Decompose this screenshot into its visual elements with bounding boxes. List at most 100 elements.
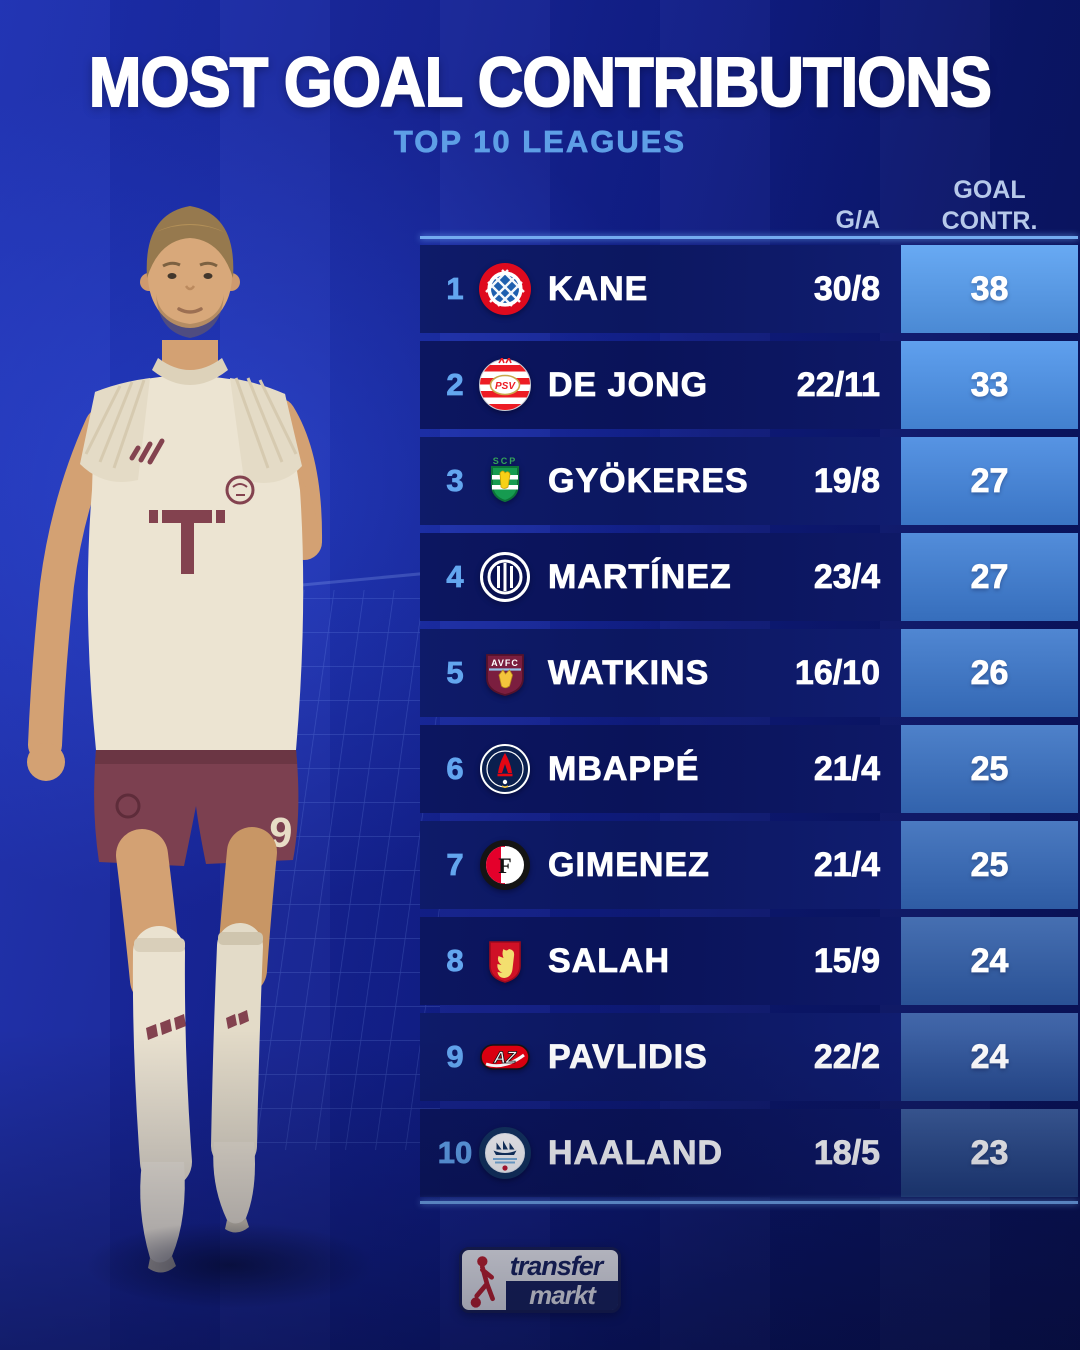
transfermarkt-player-icon	[470, 1256, 495, 1308]
goal-contr-header-line2: CONTR.	[941, 207, 1038, 235]
table-row: 5 WATKINS 16/10 26	[420, 629, 1078, 717]
goal-contr-cell: 23	[901, 1109, 1078, 1197]
liverpool-badge-icon	[478, 934, 532, 988]
goal-contr-cell: 24	[901, 917, 1078, 1005]
row-main: 8 SALAH 15/9	[420, 917, 901, 1005]
goal-contr-value: 33	[970, 365, 1009, 404]
row-main: 5 WATKINS 16/10	[420, 629, 901, 717]
feyenoord-badge-icon	[478, 838, 532, 892]
column-header-goal-contr: GOAL CONTR.	[901, 175, 1078, 237]
player-name: PAVLIDIS	[548, 1013, 708, 1101]
goal-contr-cell: 24	[901, 1013, 1078, 1101]
rank-label: 4	[446, 559, 464, 595]
ga-value: 23/4	[813, 557, 880, 596]
ga-value: 21/4	[813, 749, 880, 788]
inter-milan-badge-icon	[478, 550, 532, 604]
sporting-cp-badge-icon	[478, 454, 532, 508]
rank-label: 5	[446, 655, 464, 691]
row-main: 6 MBAPPÉ 21/4	[420, 725, 901, 813]
rank-label: 2	[446, 367, 464, 403]
goal-contr-cell: 27	[901, 533, 1078, 621]
player-name: HAALAND	[548, 1109, 723, 1197]
player-name: DE JONG	[548, 365, 709, 404]
transfermarkt-word-transfer: transfer	[510, 1251, 604, 1282]
ga-value: 22/2	[813, 1013, 880, 1101]
player-name: KANE	[548, 269, 649, 308]
rank-label: 6	[446, 751, 464, 787]
player-photo-illustration: 9	[27, 206, 440, 1273]
table-row: 1 KANE 30/8 38	[420, 245, 1078, 333]
bottom-vignette	[0, 1030, 1080, 1350]
table-row: 4 MARTÍNEZ 23/4 27	[420, 533, 1078, 621]
goal-contr-cell: 25	[901, 821, 1078, 909]
player-name: GYÖKERES	[548, 461, 749, 500]
transfermarkt-logo: transfer markt	[459, 1247, 621, 1313]
page-subtitle: TOP 10 LEAGUES	[393, 124, 687, 160]
goal-contr-cell: 27	[901, 437, 1078, 525]
player-name: WATKINS	[548, 653, 710, 692]
ga-value: 22/11	[796, 365, 880, 404]
goal-contr-value: 38	[970, 269, 1009, 308]
ga-value: 19/8	[813, 461, 880, 500]
table-row: 7 GIMENEZ 21/4 25	[420, 821, 1078, 909]
transfermarkt-word-markt: markt	[529, 1280, 596, 1311]
ga-value: 30/8	[813, 269, 880, 308]
adidas-logo	[129, 438, 165, 465]
rank-label: 8	[446, 943, 464, 979]
player-name: SALAH	[548, 941, 671, 980]
player-figure: 9	[27, 206, 323, 1273]
table-row: 10 HAALAND 18/5 23	[420, 1109, 1078, 1197]
ga-value: 21/4	[813, 845, 880, 884]
table-top-divider	[420, 236, 1078, 239]
row-main: 2 DE JONG 22/11	[420, 341, 901, 429]
player-name: GIMENEZ	[548, 845, 710, 884]
page-title: MOST GOAL CONTRIBUTIONS	[88, 42, 993, 122]
rank-label: 1	[446, 271, 464, 307]
table-bottom-divider	[420, 1201, 1078, 1204]
row-main: 10 HAALAND 18/5	[420, 1109, 901, 1197]
bayern-crest-outline	[225, 475, 255, 505]
ga-value: 15/9	[813, 941, 880, 980]
rank-label: 9	[426, 1013, 484, 1101]
goal-contr-value: 25	[970, 749, 1009, 788]
goal-contr-value: 24	[970, 941, 1009, 980]
goal-contr-value: 27	[970, 557, 1009, 596]
row-main: 4 MARTÍNEZ 23/4	[420, 533, 901, 621]
rank-label: 10	[426, 1109, 484, 1197]
table-row: 9 PAVLIDIS 22/2 24	[420, 1013, 1078, 1101]
aston-villa-badge-icon	[478, 646, 532, 700]
row-main: 3 GYÖKERES 19/8	[420, 437, 901, 525]
table-row: 8 SALAH 15/9 24	[420, 917, 1078, 1005]
row-main: 7 GIMENEZ 21/4	[420, 821, 901, 909]
goal-contr-value: 25	[970, 845, 1009, 884]
table-row: 2 DE JONG 22/11 33	[420, 341, 1078, 429]
goal-contr-value: 26	[970, 653, 1009, 692]
goal-contr-cell: 26	[901, 629, 1078, 717]
goal-contr-value: 23	[970, 1133, 1009, 1173]
goal-contr-cell: 25	[901, 725, 1078, 813]
transfermarkt-logo-top: transfer	[496, 1251, 616, 1281]
table-row: 6 MBAPPÉ 21/4 25	[420, 725, 1078, 813]
goal-contr-header-line1: GOAL	[953, 176, 1026, 204]
player-name: MBAPPÉ	[548, 749, 700, 788]
ga-value: 16/10	[794, 653, 881, 692]
ga-value: 18/5	[813, 1109, 880, 1197]
column-header-ga: G/A	[835, 206, 880, 234]
goal-contr-value: 27	[970, 461, 1009, 500]
sock-stripes	[146, 1010, 249, 1040]
player-shadow	[30, 1205, 430, 1325]
player-name: MARTÍNEZ	[548, 557, 732, 596]
goal-contr-value: 24	[970, 1037, 1009, 1077]
rank-label: 3	[446, 463, 464, 499]
psg-badge-icon	[478, 742, 532, 796]
psv-badge-icon	[478, 358, 532, 412]
row-main: 9 PAVLIDIS 22/2	[420, 1013, 901, 1101]
telekom-t-logo	[149, 510, 225, 574]
table-row: 3 GYÖKERES 19/8 27	[420, 437, 1078, 525]
transfermarkt-logo-bottom: markt	[506, 1280, 618, 1311]
rank-label: 7	[446, 847, 464, 883]
row-main: 1 KANE 30/8	[420, 245, 901, 333]
goal-contr-cell: 38	[901, 245, 1078, 333]
goal-contr-cell: 33	[901, 341, 1078, 429]
